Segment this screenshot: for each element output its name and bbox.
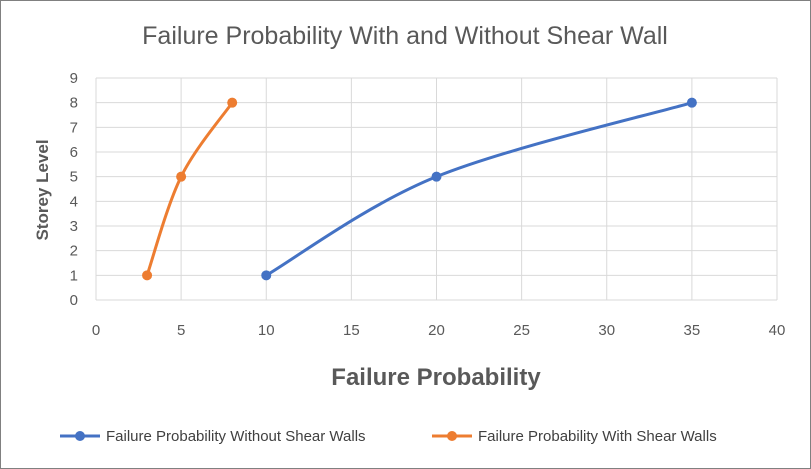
y-tick-label: 0 <box>70 292 78 309</box>
data-point-series-2 <box>227 97 238 108</box>
data-point-series-1 <box>431 171 442 182</box>
x-axis-label: Failure Probability <box>331 364 541 391</box>
data-point-series-2 <box>142 270 153 281</box>
y-tick-label: 5 <box>70 169 78 186</box>
legend-marker-1 <box>75 431 85 441</box>
series-line-1 <box>264 101 694 277</box>
data-point-series-1 <box>686 97 697 108</box>
chart-title: Failure Probability With and Without She… <box>142 22 668 50</box>
legend: Failure Probability Without Shear Walls F… <box>60 428 717 445</box>
x-tick-label: 10 <box>258 322 275 339</box>
y-tick-labels: 0 1 2 3 4 5 6 7 8 9 <box>70 70 78 309</box>
series-layer <box>142 97 697 281</box>
x-tick-label: 35 <box>684 322 701 339</box>
gridlines <box>95 77 778 301</box>
x-tick-label: 25 <box>513 322 530 339</box>
data-point-series-2 <box>176 171 187 182</box>
legend-label-2: Failure Probability With Shear Walls <box>478 428 717 445</box>
x-tick-labels: 0 5 10 15 20 25 30 35 40 <box>92 322 786 339</box>
y-tick-label: 4 <box>70 193 78 210</box>
y-tick-label: 1 <box>70 267 78 284</box>
y-tick-label: 2 <box>70 243 78 260</box>
y-tick-label: 9 <box>70 70 78 87</box>
y-tick-label: 7 <box>70 119 78 136</box>
y-axis-label: Storey Level <box>33 139 52 240</box>
data-point-series-1 <box>261 270 272 281</box>
y-tick-label: 6 <box>70 144 78 161</box>
x-tick-label: 0 <box>92 322 100 339</box>
x-tick-label: 20 <box>428 322 445 339</box>
x-tick-label: 30 <box>598 322 615 339</box>
legend-label-1: Failure Probability Without Shear Walls <box>106 428 366 445</box>
series-line-2 <box>145 101 234 277</box>
legend-marker-2 <box>447 431 457 441</box>
x-tick-label: 40 <box>769 322 786 339</box>
y-tick-label: 3 <box>70 218 78 235</box>
y-tick-label: 8 <box>70 95 78 112</box>
x-tick-label: 5 <box>177 322 185 339</box>
x-tick-label: 15 <box>343 322 360 339</box>
